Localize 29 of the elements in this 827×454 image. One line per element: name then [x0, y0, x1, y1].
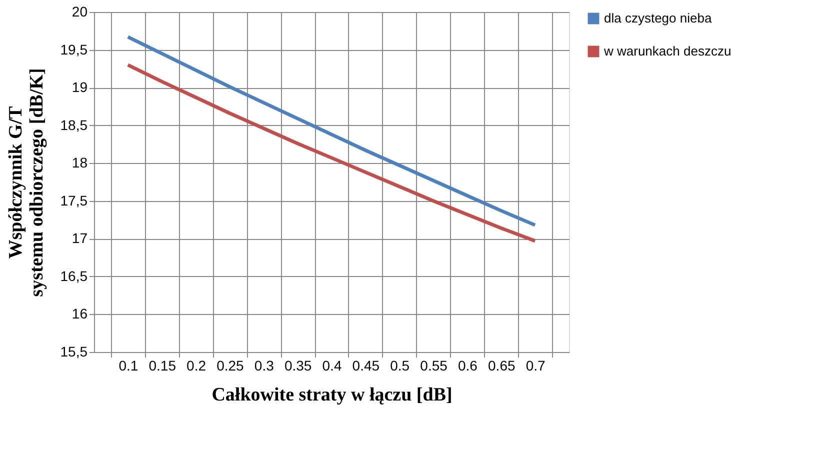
x-tick-label: 0.65 [488, 358, 516, 374]
x-tick-label: 0.35 [284, 358, 312, 374]
y-tick-label: 18 [72, 154, 88, 171]
y-tick-label: 19,5 [60, 41, 88, 58]
line-series [126, 63, 537, 243]
y-axis-title: Współczynnik G/T systemu odbiorczego [dB/K] [5, 68, 48, 297]
y-tick-label: 20 [72, 4, 88, 20]
x-tick-label: 0.4 [322, 358, 342, 374]
y-tick-label: 17 [72, 230, 88, 246]
legend-label: dla czystego nieba [604, 10, 712, 26]
x-tick-label: 0.2 [186, 358, 206, 374]
x-tick-label: 0.5 [390, 358, 410, 374]
y-tick-label: 18,5 [60, 116, 88, 133]
y-tick-label: 16 [72, 306, 88, 322]
line-series [126, 35, 537, 227]
legend-label: w warunkach deszczu [603, 44, 732, 58]
x-tick-label: 0.7 [526, 358, 546, 374]
x-tick-label: 0.3 [254, 358, 274, 374]
x-tick-label: 0.1 [118, 358, 138, 374]
x-tick-label: 0.25 [216, 358, 244, 374]
x-tick-label: 0.6 [458, 358, 478, 374]
y-tick-label: 19 [72, 79, 88, 96]
y-tick-label: 17,5 [60, 192, 88, 208]
x-tick-label: 0.55 [420, 358, 448, 374]
x-tick-label: 0.15 [148, 358, 176, 374]
x-axis-title: Całkowite straty w łączu [dB] [212, 384, 452, 406]
x-tick-label: 0.45 [352, 358, 380, 374]
y-tick-label: 15,5 [60, 344, 88, 360]
y-tick-label: 16,5 [60, 268, 88, 284]
